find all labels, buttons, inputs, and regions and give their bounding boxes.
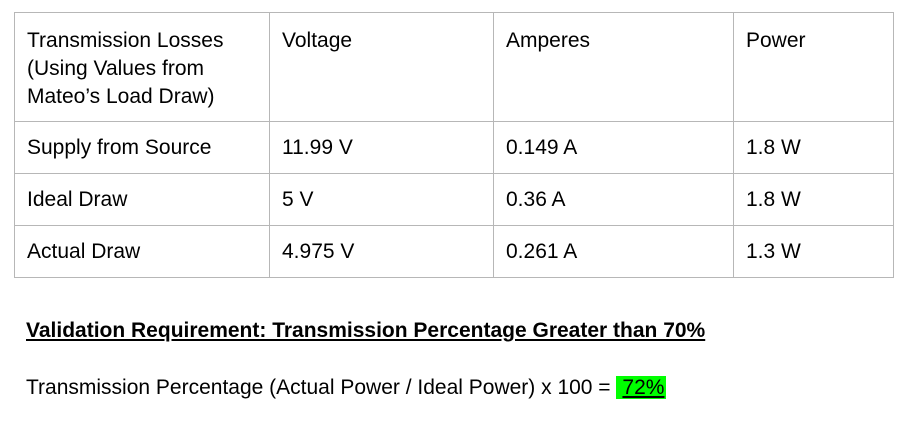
table-header-row: Transmission Losses (Using Values from M…	[14, 12, 894, 122]
header-voltage: Voltage	[269, 12, 494, 122]
formula-text: Transmission Percentage (Actual Power / …	[26, 376, 617, 399]
table-row: Ideal Draw 5 V 0.36 A 1.8 W	[14, 173, 894, 226]
voltage-cell: 5 V	[269, 173, 494, 226]
validation-requirement-heading: Validation Requirement: Transmission Per…	[26, 319, 706, 342]
row-label: Actual Draw	[14, 225, 270, 278]
voltage-cell: 11.99 V	[269, 121, 494, 174]
row-label: Supply from Source	[14, 121, 270, 174]
transmission-losses-table: Transmission Losses (Using Values from M…	[14, 12, 894, 278]
power-cell: 1.8 W	[733, 173, 894, 226]
header-transmission-losses: Transmission Losses (Using Values from M…	[14, 12, 270, 122]
amperes-cell: 0.261 A	[493, 225, 734, 278]
table-row: Actual Draw 4.975 V 0.261 A 1.3 W	[14, 225, 894, 278]
table-row: Supply from Source 11.99 V 0.149 A 1.8 W	[14, 121, 894, 174]
amperes-cell: 0.36 A	[493, 173, 734, 226]
header-amperes: Amperes	[493, 12, 734, 122]
voltage-cell: 4.975 V	[269, 225, 494, 278]
header-power: Power	[733, 12, 894, 122]
amperes-cell: 0.149 A	[493, 121, 734, 174]
power-cell: 1.3 W	[733, 225, 894, 278]
transmission-percentage-formula: Transmission Percentage (Actual Power / …	[26, 376, 667, 400]
transmission-percentage-result: 72%	[616, 376, 667, 399]
row-label: Ideal Draw	[14, 173, 270, 226]
power-cell: 1.8 W	[733, 121, 894, 174]
